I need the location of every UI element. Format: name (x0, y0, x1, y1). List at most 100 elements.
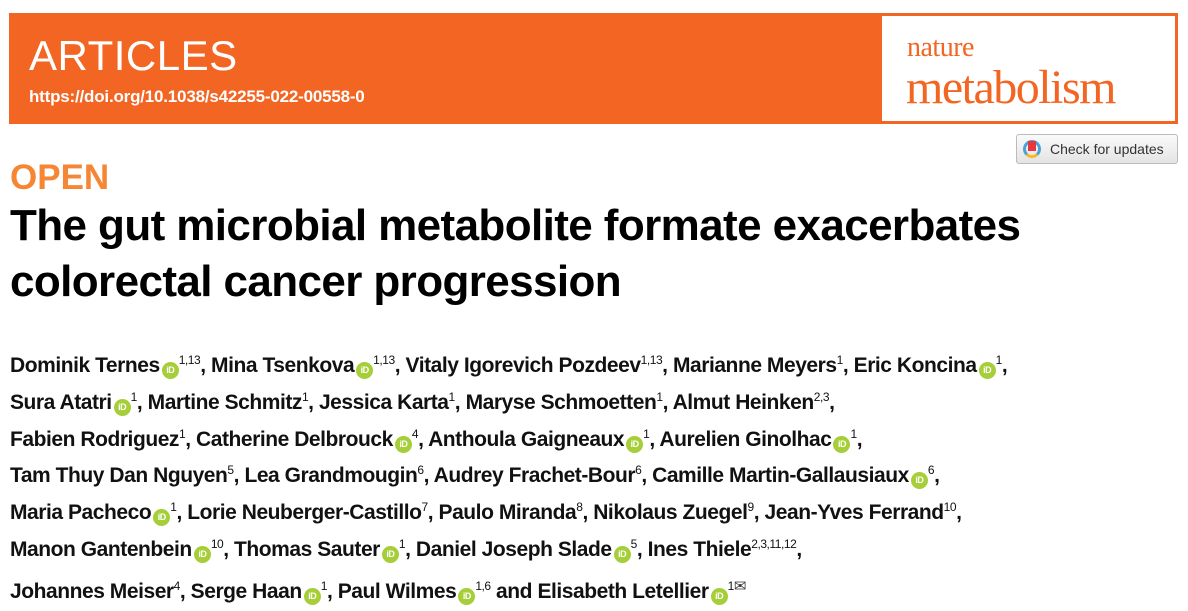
author-name[interactable]: Maryse Schmoetten (465, 390, 657, 414)
orcid-icon[interactable]: iD (153, 509, 171, 527)
author-name[interactable]: Fabien Rodriguez (10, 427, 179, 451)
separator: , (308, 390, 319, 414)
author-name[interactable]: Serge Haan (190, 579, 303, 603)
separator: , (136, 390, 148, 414)
separator: , (934, 464, 940, 488)
affiliation-superscript: 2,3,11,12 (751, 536, 797, 551)
section-label: ARTICLES (29, 32, 238, 79)
separator: , (641, 464, 653, 488)
affiliation-superscript: 1 (656, 389, 663, 404)
doi-link[interactable]: https://doi.org/10.1038/s42255-022-00558… (29, 87, 365, 106)
orcid-icon[interactable]: iD (833, 435, 851, 453)
separator: , (454, 390, 466, 414)
author-name[interactable]: Nikolaus Zuegel (593, 501, 748, 525)
author-name[interactable]: Jessica Karta (318, 390, 449, 414)
author-name[interactable]: Audrey Frachet-Bour (433, 464, 636, 488)
author-name[interactable]: Anthoula Gaigneaux (428, 427, 625, 451)
orcid-icon[interactable]: iD (978, 362, 996, 379)
orcid-icon[interactable]: iD (113, 398, 131, 416)
affiliation-superscript: 6 (927, 463, 935, 478)
author-name[interactable]: Mina Tsenkova (211, 354, 355, 377)
author-name[interactable]: Marianne Meyers (672, 354, 837, 377)
separator: , (326, 579, 338, 603)
affiliation-superscript: 8 (576, 500, 583, 515)
separator: , (1001, 354, 1008, 377)
affiliation-superscript: 4 (173, 578, 181, 593)
author-line: Sura Atatri iD 1, Martine Schmitz 1, Jessic… (10, 385, 1007, 422)
affiliation-superscript: 1,13 (373, 353, 395, 367)
author-name[interactable]: Lea Grandmougin (244, 464, 418, 488)
separator: , (956, 501, 962, 525)
affiliation-superscript: 9 (747, 500, 755, 515)
envelope-icon[interactable]: ✉ (733, 577, 747, 595)
author-name[interactable]: Elisabeth Letellier (537, 579, 709, 603)
author-name[interactable]: Lorie Neuberger-Castillo (187, 501, 422, 525)
journal-logo[interactable]: nature metabolism (882, 16, 1175, 121)
separator: and (490, 579, 538, 603)
affiliation-superscript: 1,13 (178, 353, 201, 367)
author-name[interactable]: Catherine Delbrouck (196, 427, 393, 451)
author-name[interactable]: Daniel Joseph Slade (415, 537, 612, 561)
author-line: Maria Pacheco iD1, Lorie Neuberger-Castil… (10, 495, 1007, 532)
author-name[interactable]: Eric Koncina (853, 354, 977, 377)
separator: , (662, 390, 673, 414)
author-name[interactable]: Tam Thuy Dan Nguyen (10, 464, 228, 488)
author-name[interactable]: Manon Gantenbein (10, 537, 192, 561)
orcid-icon[interactable]: iD (394, 435, 412, 453)
author-line: Tam Thuy Dan Nguyen5, Lea Grandmougin6, … (10, 458, 1007, 495)
author-name[interactable]: Thomas Sauter (234, 537, 380, 561)
author-name[interactable]: Jean-Yves Ferrand (764, 501, 945, 525)
separator: , (796, 537, 802, 561)
separator: , (418, 427, 429, 451)
author-name[interactable]: Paul Wilmes (337, 579, 457, 603)
separator: , (394, 354, 406, 377)
author-name[interactable]: Vitaly Igorevich Pozdeev (405, 354, 642, 377)
orcid-icon[interactable]: iD (626, 435, 644, 453)
separator: , (753, 501, 765, 525)
affiliation-superscript: 1 (320, 578, 328, 593)
affiliation-superscript: 1 (850, 426, 857, 441)
separator: , (179, 579, 191, 603)
author-name[interactable]: Johannes Meiser (10, 579, 174, 603)
author-name[interactable]: Almut Heinken (672, 390, 815, 414)
affiliation-superscript: 1 (727, 578, 735, 593)
author-name[interactable]: Maria Pacheco (10, 501, 152, 525)
orcid-icon[interactable]: iD (710, 587, 728, 605)
author-line: Fabien Rodriguez1, Catherine Delbrouck iD… (10, 422, 1007, 459)
orcid-icon[interactable]: iD (161, 362, 179, 379)
author-list: Dominik Ternes iD1,13, Mina Tsenkova iD1,1… (10, 348, 1008, 611)
affiliation-superscript: 10 (943, 500, 957, 515)
affiliation-superscript: 1 (448, 389, 456, 404)
title-line: colorectal cancer progression (10, 257, 622, 306)
separator: , (582, 501, 594, 525)
orcid-icon[interactable]: iD (356, 362, 374, 379)
orcid-icon[interactable]: iD (381, 545, 399, 563)
separator: , (829, 390, 835, 414)
separator: , (662, 354, 673, 377)
author-line: Manon Gantenbein iD10, Thomas Sauter iD1, … (10, 532, 1007, 569)
author-name[interactable]: Ines Thiele (647, 537, 752, 561)
orcid-icon[interactable]: iD (458, 587, 476, 605)
separator: , (636, 537, 648, 561)
orcid-icon[interactable]: iD (613, 545, 631, 563)
affiliation-superscript: 6 (417, 463, 424, 478)
separator: , (176, 501, 188, 525)
affiliation-superscript: 6 (635, 463, 642, 478)
separator: , (427, 501, 439, 525)
author-name[interactable]: Paulo Miranda (438, 501, 577, 525)
article-title: The gut microbial metabolite formate exa… (10, 198, 1021, 310)
author-name[interactable]: Sura Atatri (10, 390, 112, 414)
orcid-icon[interactable]: iD (910, 472, 928, 490)
author-name[interactable]: Dominik Ternes (10, 354, 160, 377)
affiliation-superscript: 1 (170, 500, 177, 515)
separator: , (233, 464, 245, 488)
affiliation-superscript: 10 (210, 536, 224, 551)
author-name[interactable]: Martine Schmitz (147, 390, 303, 414)
orcid-icon[interactable]: iD (193, 545, 211, 563)
author-name[interactable]: Aurelien Ginolhac (659, 427, 832, 451)
check-for-updates-button[interactable]: Check for updates (1016, 134, 1178, 164)
separator: , (856, 427, 863, 451)
logo-line-2: metabolism (906, 61, 1116, 114)
orcid-icon[interactable]: iD (303, 587, 321, 605)
author-name[interactable]: Camille Martin-Gallausiaux (652, 464, 909, 488)
